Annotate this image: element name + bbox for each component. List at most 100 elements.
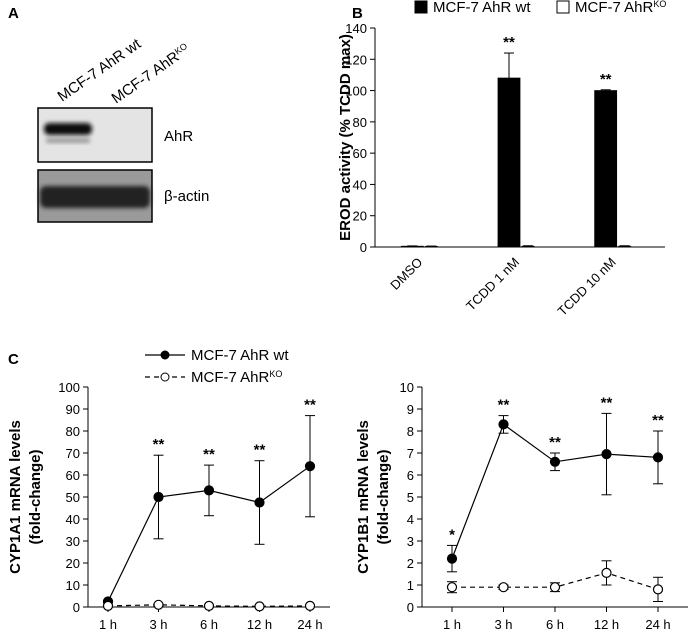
marker [601,449,612,460]
legend-label: MCF-7 AhR wt [191,347,289,364]
legend-name: MCF-7 AhR wt [433,0,531,16]
y-axis-label: CYP1B1 mRNA levels [355,420,372,574]
y-tick-label: 140 [345,21,367,36]
panel-letter: C [8,351,19,368]
x-tick-label: 1 h [443,617,461,632]
y-tick-label: 5 [407,490,414,505]
significance: ** [652,412,664,429]
y-tick-label: 4 [407,512,414,527]
significance: ** [503,34,515,51]
marker [203,485,215,496]
y-tick-label: 20 [66,556,80,571]
significance: * [449,526,455,543]
y-tick-label: 70 [66,446,80,461]
x-tick-label: TCDD 1 nM [463,255,522,314]
y-tick-label: 50 [66,490,80,505]
blot-band [44,123,92,135]
significance: ** [304,397,316,414]
y-tick-label: 10 [66,578,80,593]
legend-label: MCF-7 AhR wt [433,0,531,16]
marker [652,584,664,595]
y-tick-label: 2 [407,556,414,571]
x-tick-label: 3 h [149,617,167,632]
x-tick-label: 12 h [247,617,272,632]
error-bar [504,52,514,79]
blot-band [46,138,90,143]
y-tick-label: 60 [353,146,367,161]
y-tick-label: 3 [407,534,414,549]
significance: ** [600,71,612,88]
panel-letter: A [8,5,19,22]
bar [618,245,632,248]
y-tick-label: 100 [345,84,367,99]
y-tick-label: 40 [353,177,367,192]
legend-label: MCF-7 AhRKO [575,0,666,16]
bar [594,90,618,248]
blot-band [40,186,150,208]
x-tick-label: 24 h [297,617,322,632]
marker [304,600,316,612]
bar [521,245,535,248]
y-tick-label: 80 [353,115,367,130]
marker [498,419,509,430]
bar [497,77,521,248]
marker [446,582,458,593]
x-tick-label: 3 h [494,617,512,632]
marker [601,567,612,579]
x-tick-label: TCDD 10 nM [555,255,619,319]
marker [153,599,164,610]
marker [304,461,316,472]
y-axis-label: (fold-change) [27,450,44,545]
legend-swatch [556,0,570,14]
x-tick-label: 6 h [546,617,564,632]
y-tick-label: 40 [66,512,80,527]
marker [203,600,215,612]
y-tick-label: 7 [407,446,414,461]
y-tick-label: 8 [407,424,414,439]
y-tick-label: 60 [66,468,80,483]
marker [549,582,561,593]
y-tick-label: 9 [407,402,414,417]
x-tick-label: DMSO [387,255,425,293]
legend-superscript: KO [653,0,666,9]
blot-frame [37,107,153,163]
blot-label: AhR [164,128,193,145]
legend-label: MCF-7 AhRKO [191,369,282,386]
y-axis-label: (fold-change) [375,450,392,545]
y-tick-label: 0 [360,240,367,255]
y-axis-label: CYP1A1 mRNA levels [7,420,24,574]
marker [254,601,265,612]
panel-letter: B [352,5,363,22]
y-tick-label: 100 [58,380,80,395]
y-tick-label: 20 [353,209,367,224]
y-tick-label: 1 [407,578,414,593]
significance: ** [549,434,561,451]
marker [102,600,114,612]
y-tick-label: 0 [407,600,414,615]
x-tick-label: 1 h [99,617,117,632]
significance: ** [153,436,165,453]
marker [254,497,265,508]
marker [498,582,509,593]
legend-swatch [414,0,428,14]
panel-a: A MCF-7 AhR wt MCF-7 AhRKO AhR β-actin [8,5,209,223]
y-tick-label: 30 [66,534,80,549]
x-tick-label: 6 h [200,617,218,632]
legend-name: MCF-7 AhR [575,0,654,16]
error-bar [600,89,611,91]
blot-label: β-actin [164,188,209,205]
y-axis-label: EROD activity (% TCDD max) [337,34,354,241]
y-tick-label: 6 [407,468,414,483]
legend-name: MCF-7 AhR wt [191,347,289,364]
legend-marker [160,350,170,360]
marker [549,456,561,467]
y-tick-label: 10 [400,380,414,395]
y-tick-label: 80 [66,424,80,439]
y-tick-label: 0 [73,600,80,615]
x-tick-label: 24 h [645,617,670,632]
y-tick-label: 90 [66,402,80,417]
significance: ** [254,442,266,459]
significance: ** [601,394,613,411]
x-tick-label: 12 h [594,617,619,632]
